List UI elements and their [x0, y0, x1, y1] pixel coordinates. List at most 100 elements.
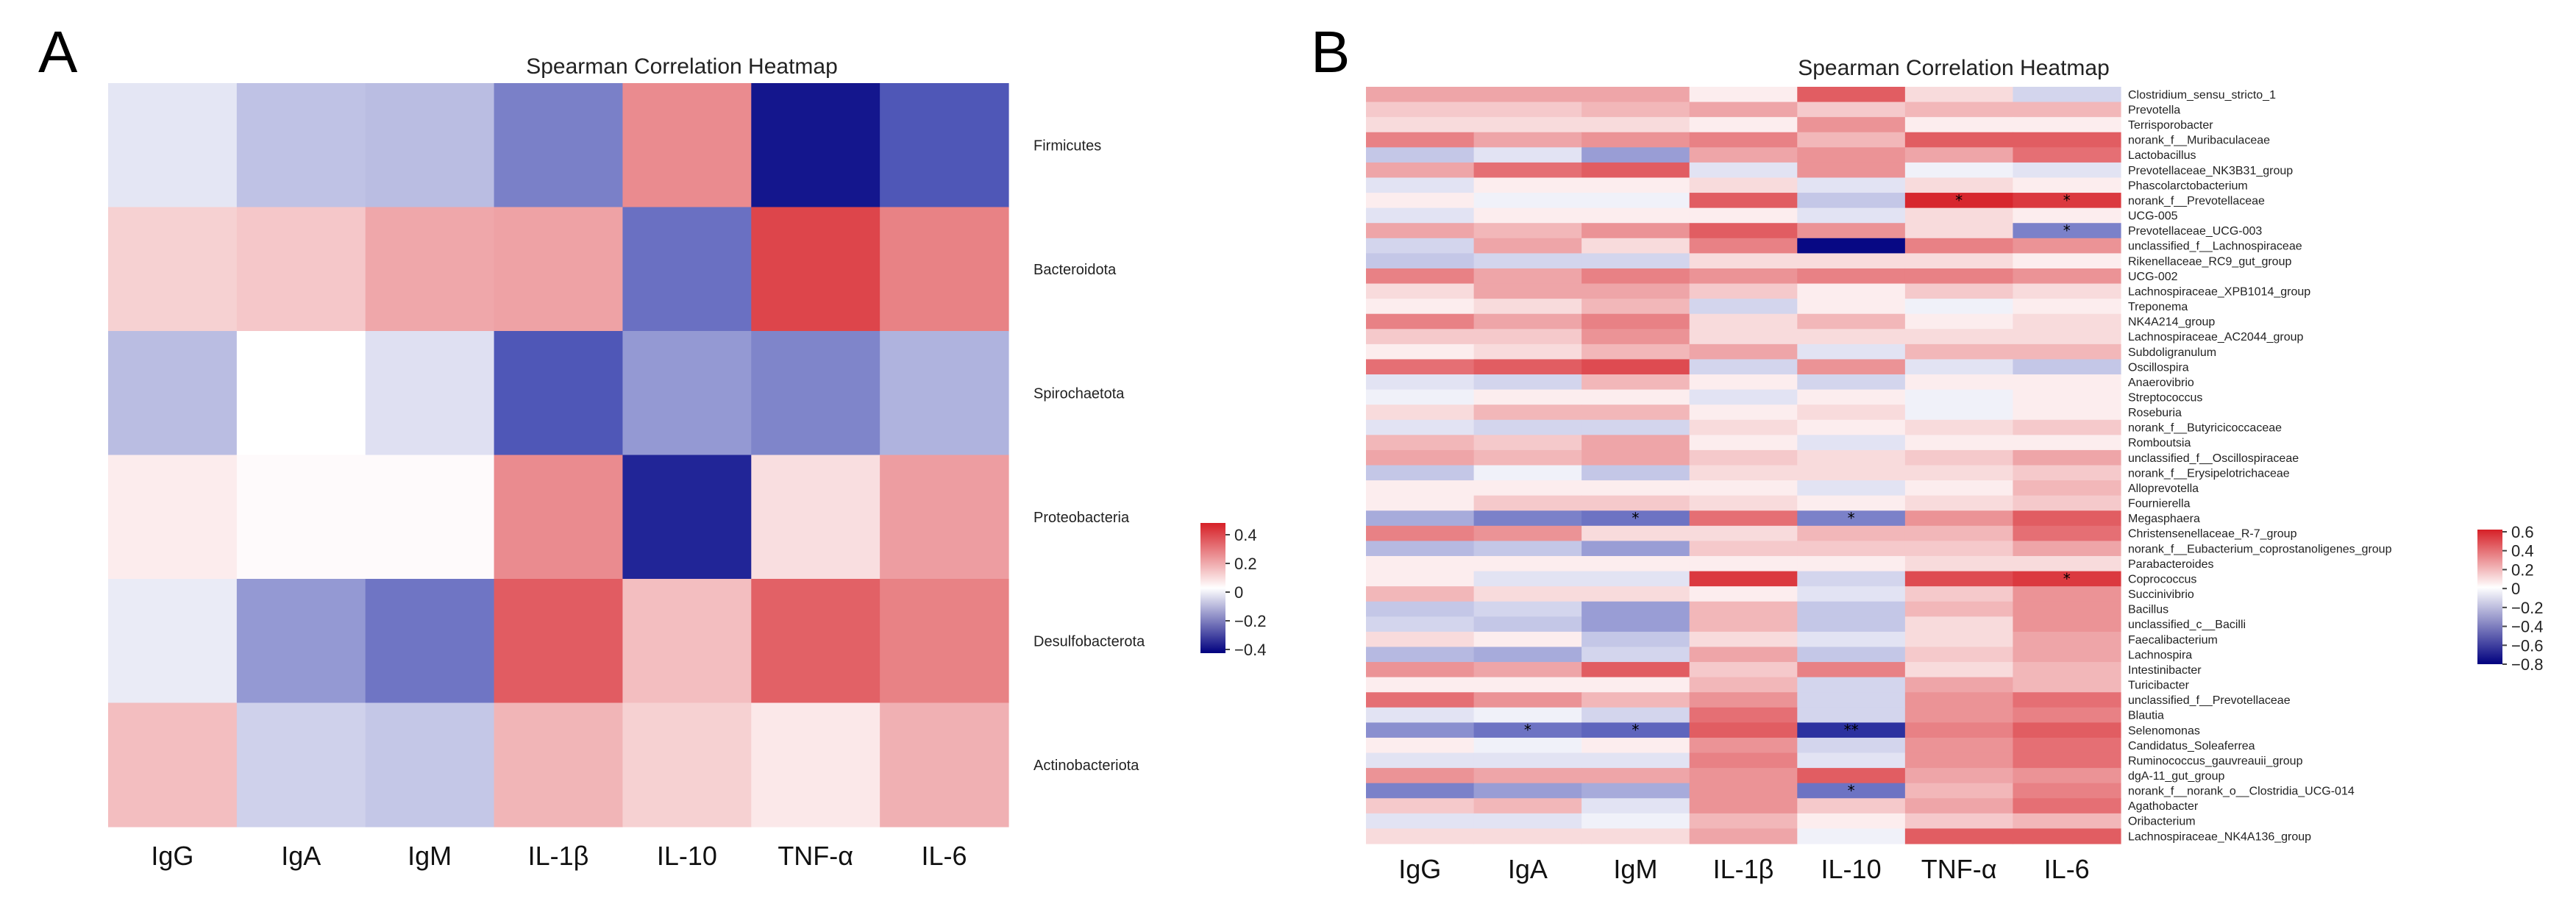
heatmap-cell — [2013, 662, 2121, 678]
heatmap-cell — [1904, 525, 2014, 541]
heatmap-cell — [1689, 813, 1798, 830]
heatmap-cell — [1797, 798, 1906, 814]
heatmap-cell — [365, 331, 495, 456]
heatmap-cell — [1473, 647, 1582, 663]
heatmap-cell — [1366, 405, 1475, 421]
row-label: Oribacterium — [2128, 816, 2196, 828]
heatmap-cell — [1904, 798, 2014, 814]
heatmap-cell — [2013, 343, 2121, 360]
heatmap-cell — [1904, 389, 2014, 405]
row-label: Faecalibacterium — [2128, 634, 2218, 647]
heatmap-cell — [1473, 449, 1582, 466]
heatmap-cell — [1366, 677, 1475, 693]
heatmap-cell — [1473, 419, 1582, 435]
row-label: norank_f__norank_o__Clostridia_UCG-014 — [2128, 786, 2355, 798]
row-label: Lachnospira — [2128, 649, 2192, 661]
significance-mark: * — [1632, 722, 1639, 739]
panel-a-colorbar: 0.4 0.2 0 −0.2 −0.4 — [1200, 523, 1266, 659]
heatmap-cell — [1797, 555, 1906, 572]
heatmap-cell — [1473, 768, 1582, 784]
row-label: UCG-005 — [2128, 210, 2178, 223]
heatmap-cell — [1581, 162, 1690, 179]
heatmap-cell — [1904, 359, 2014, 375]
heatmap-cell — [1473, 435, 1582, 451]
heatmap-cell — [1689, 662, 1798, 678]
heatmap-cell — [1797, 223, 1906, 239]
heatmap-cell — [1473, 601, 1582, 617]
heatmap-cell — [1904, 147, 2014, 163]
heatmap-cell — [1366, 616, 1475, 633]
row-label: Clostridium_sensu_stricto_1 — [2128, 89, 2276, 102]
heatmap-cell — [365, 83, 495, 208]
colorbar-tick-label: −0.4 — [1234, 641, 1266, 659]
colorbar-tick-label: −0.8 — [2511, 655, 2543, 674]
column-label: TNF-α — [1921, 854, 1997, 884]
heatmap-cell — [236, 455, 366, 580]
heatmap-cell — [1473, 223, 1582, 239]
heatmap-cell — [1904, 783, 2014, 799]
row-label: Turicibacter — [2128, 680, 2190, 692]
significance-mark: * — [1955, 191, 1963, 209]
heatmap-cell — [1473, 737, 1582, 754]
heatmap-cell — [2013, 389, 2121, 405]
heatmap-cell — [2013, 586, 2121, 602]
heatmap-cell — [1904, 223, 2014, 239]
heatmap-cell — [1797, 828, 1906, 844]
row-label: Fournierella — [2128, 498, 2191, 510]
heatmap-cell — [1581, 419, 1690, 435]
heatmap-cell — [2013, 405, 2121, 421]
heatmap-cell — [1797, 737, 1906, 754]
heatmap-cell — [1581, 343, 1690, 360]
heatmap-cell — [1581, 117, 1690, 133]
heatmap-cell — [1689, 87, 1798, 103]
column-label: IgA — [1508, 854, 1548, 884]
heatmap-cell — [1581, 465, 1690, 481]
heatmap-cell — [1581, 783, 1690, 799]
heatmap-cell — [1473, 692, 1582, 708]
column-label: IgG — [1398, 854, 1441, 884]
heatmap-cell — [1904, 117, 2014, 133]
heatmap-cell — [2013, 813, 2121, 830]
heatmap-cell — [751, 702, 880, 827]
heatmap-cell — [1473, 707, 1582, 723]
heatmap-cell — [1366, 223, 1475, 239]
heatmap-cell — [2013, 177, 2121, 193]
heatmap-cell — [1473, 495, 1582, 511]
row-label: Parabacteroides — [2128, 558, 2214, 571]
significance-mark: * — [2063, 222, 2071, 240]
row-label: Succinivibrio — [2128, 588, 2194, 601]
heatmap-cell — [1904, 510, 2014, 527]
heatmap-cell — [1797, 662, 1906, 678]
heatmap-cell — [2013, 601, 2121, 617]
heatmap-cell — [1904, 177, 2014, 193]
heatmap-cell — [1904, 768, 2014, 784]
heatmap-cell — [1904, 329, 2014, 345]
colorbar-tick-label: −0.2 — [1234, 612, 1266, 630]
heatmap-cell — [1581, 601, 1690, 617]
heatmap-cell — [1581, 102, 1690, 118]
heatmap-cell — [2013, 223, 2121, 239]
row-label: norank_f__Eubacterium_coprostanoligenes_… — [2128, 543, 2392, 555]
heatmap-cell — [1689, 571, 1798, 587]
heatmap-cell — [1581, 677, 1690, 693]
heatmap-cell — [2013, 798, 2121, 814]
heatmap-cell — [2013, 677, 2121, 693]
heatmap-cell — [1689, 601, 1798, 617]
heatmap-cell — [1581, 359, 1690, 375]
heatmap-cell — [1366, 329, 1475, 345]
heatmap-cell — [1473, 525, 1582, 541]
heatmap-cell — [2013, 828, 2121, 844]
heatmap-cell — [1581, 238, 1690, 254]
heatmap-cell — [2013, 299, 2121, 315]
heatmap-cell — [2013, 737, 2121, 754]
row-label: Blautia — [2128, 710, 2164, 722]
heatmap-cell — [1473, 102, 1582, 118]
heatmap-cell — [1797, 495, 1906, 511]
heatmap-cell — [1581, 389, 1690, 405]
heatmap-cell — [1689, 555, 1798, 572]
colorbar-gradient — [1200, 523, 1225, 653]
heatmap-cell — [1366, 374, 1475, 391]
heatmap-cell — [108, 702, 238, 827]
heatmap-cell — [1904, 313, 2014, 330]
heatmap-cell — [1797, 268, 1906, 285]
